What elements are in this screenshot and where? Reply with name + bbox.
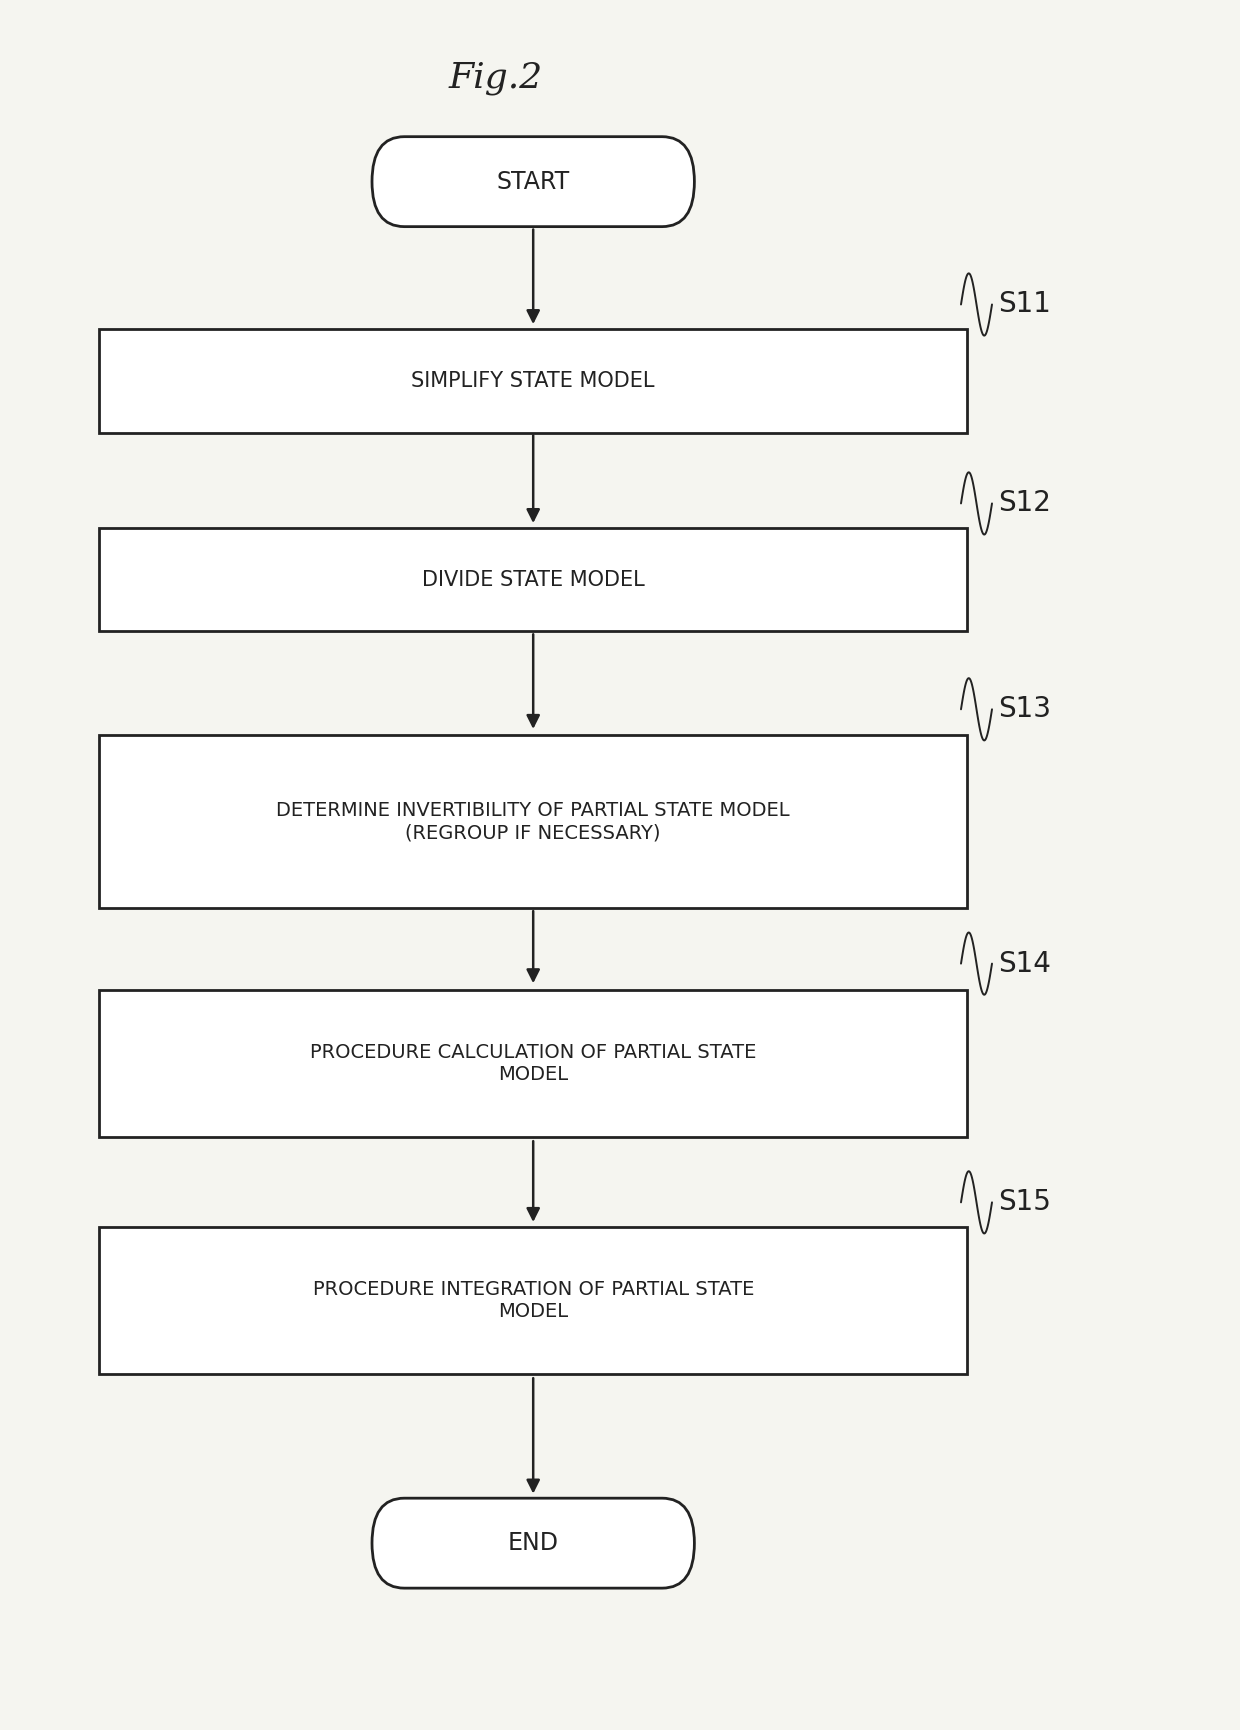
Text: S15: S15: [998, 1189, 1052, 1216]
FancyBboxPatch shape: [99, 1228, 967, 1374]
FancyBboxPatch shape: [99, 735, 967, 908]
Text: S13: S13: [998, 695, 1052, 723]
Text: END: END: [507, 1531, 559, 1555]
FancyBboxPatch shape: [99, 528, 967, 631]
Text: PROCEDURE CALCULATION OF PARTIAL STATE
MODEL: PROCEDURE CALCULATION OF PARTIAL STATE M…: [310, 1043, 756, 1085]
Text: START: START: [496, 170, 570, 194]
Text: Fig.2: Fig.2: [449, 61, 543, 95]
Text: DIVIDE STATE MODEL: DIVIDE STATE MODEL: [422, 569, 645, 590]
Text: PROCEDURE INTEGRATION OF PARTIAL STATE
MODEL: PROCEDURE INTEGRATION OF PARTIAL STATE M…: [312, 1280, 754, 1322]
Text: S12: S12: [998, 490, 1052, 517]
FancyBboxPatch shape: [372, 137, 694, 227]
FancyBboxPatch shape: [99, 329, 967, 432]
FancyBboxPatch shape: [372, 1498, 694, 1588]
FancyBboxPatch shape: [99, 990, 967, 1138]
Text: DETERMINE INVERTIBILITY OF PARTIAL STATE MODEL
(REGROUP IF NECESSARY): DETERMINE INVERTIBILITY OF PARTIAL STATE…: [277, 801, 790, 843]
Text: S14: S14: [998, 950, 1052, 977]
Text: SIMPLIFY STATE MODEL: SIMPLIFY STATE MODEL: [412, 370, 655, 391]
Text: S11: S11: [998, 291, 1052, 318]
